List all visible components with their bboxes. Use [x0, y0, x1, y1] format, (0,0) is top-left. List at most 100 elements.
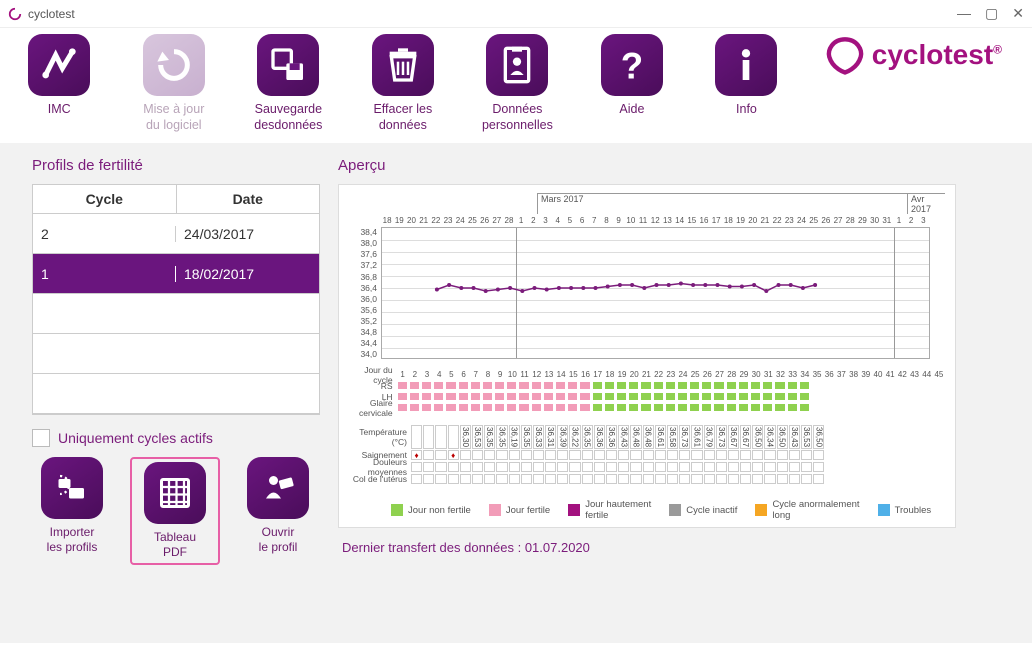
info-button[interactable]: Info [709, 34, 784, 118]
bleed-cell [777, 450, 788, 460]
bleed-cell [704, 450, 715, 460]
app-icon [8, 7, 22, 21]
minimize-button[interactable]: — [957, 5, 971, 22]
extra-row: Douleurs moyennes [349, 461, 945, 473]
temperature-row: Température (°C)36,3036,5336,3536,3536,1… [349, 425, 945, 449]
temp-cell: 36,48 [643, 425, 654, 449]
bleed-cell [423, 450, 434, 460]
temp-cell: 36,73 [679, 425, 690, 449]
bleed-cell [484, 450, 495, 460]
legend-item: Cycle inactif [669, 499, 737, 521]
temp-cell: 36,53 [801, 425, 812, 449]
bleed-cell [557, 450, 568, 460]
content: Profils de fertilité Cycle Date 224/03/2… [0, 143, 1032, 643]
temp-cell: 36,53 [472, 425, 483, 449]
temp-cell [435, 425, 446, 449]
indicator-label: Glaire cervicale [349, 398, 397, 418]
update-button: Mise à jourdu logiciel [137, 34, 212, 133]
update-label: Mise à jourdu logiciel [143, 102, 204, 133]
bleed-cell [569, 450, 580, 460]
pdf-wrapper: TableauPDF [130, 457, 220, 565]
temp-cell: 36,43 [789, 425, 800, 449]
bleed-cell [630, 450, 641, 460]
svg-text:?: ? [621, 45, 643, 85]
month-header: Mars 2017Avr 2017 [381, 193, 945, 214]
close-button[interactable]: ✕ [1012, 5, 1024, 22]
bleed-cell [533, 450, 544, 460]
legend-item: Troubles [878, 499, 932, 521]
profile-row[interactable]: 224/03/2017 [33, 214, 319, 254]
bleed-cell [716, 450, 727, 460]
delete-button[interactable]: Effacer lesdonnées [366, 34, 441, 133]
maximize-button[interactable]: ▢ [985, 5, 998, 22]
imc-label: IMC [48, 102, 71, 118]
temperature-label: Température (°C) [349, 427, 411, 447]
active-only-row: Uniquement cycles actifs [32, 429, 320, 447]
pdf-button[interactable]: TableauPDF [135, 462, 215, 560]
date-cell: 18/02/2017 [176, 266, 319, 282]
bleed-cell [801, 450, 812, 460]
bleeding-row: Saignement♦♦ [349, 449, 945, 461]
cycle-cell: 1 [33, 266, 176, 282]
temp-cell: 36,36 [594, 425, 605, 449]
import-button[interactable]: Importerles profils [32, 457, 112, 555]
legend-label: Jour non fertile [408, 505, 471, 516]
active-only-checkbox[interactable] [32, 429, 50, 447]
legend-item: Jour hautementfertile [568, 499, 651, 521]
bleed-cell [679, 450, 690, 460]
bleed-cell: ♦ [448, 450, 459, 460]
open-wrapper: Ouvrirle profil [238, 457, 318, 565]
temp-cell: 36,43 [618, 425, 629, 449]
chart-grid [381, 227, 930, 359]
delete-label: Effacer lesdonnées [373, 102, 432, 133]
legend-item: Jour non fertile [391, 499, 471, 521]
temp-cell: 36,31 [545, 425, 556, 449]
temp-cell: 36,48 [630, 425, 641, 449]
open-button[interactable]: Ouvrirle profil [238, 457, 318, 555]
bleed-cell [813, 450, 824, 460]
temp-cell: 36,22 [569, 425, 580, 449]
profile-row-empty [33, 334, 319, 374]
temp-cell: 36,35 [484, 425, 495, 449]
open-label: Ouvrirle profil [259, 525, 298, 555]
profile-table: Cycle Date 224/03/2017118/02/2017 [32, 184, 320, 415]
chart-area: 38,438,037,637,236,836,436,035,635,234,8… [349, 227, 945, 359]
imc-button[interactable]: IMC [22, 34, 97, 118]
bleed-cell [728, 450, 739, 460]
backup-button[interactable]: Sauvegardedesdonnées [251, 34, 326, 133]
month-label-1: Mars 2017 [537, 193, 907, 214]
temp-cell: 36,67 [740, 425, 751, 449]
personal-button[interactable]: Donnéespersonnelles [480, 34, 555, 133]
bleed-cell [521, 450, 532, 460]
temp-cell [423, 425, 434, 449]
bleed-cell [496, 450, 507, 460]
bleed-cell [509, 450, 520, 460]
month-label-2: Avr 2017 [907, 193, 945, 214]
active-only-label: Uniquement cycles actifs [58, 430, 213, 446]
bleed-cell [752, 450, 763, 460]
personal-label: Donnéespersonnelles [482, 102, 553, 133]
info-label: Info [736, 102, 757, 118]
profile-row[interactable]: 118/02/2017 [33, 254, 319, 294]
bleed-cell [691, 450, 702, 460]
temp-cell [411, 425, 422, 449]
y-axis: 38,438,037,637,236,836,436,035,635,234,8… [349, 227, 381, 359]
temp-cell: 36,33 [533, 425, 544, 449]
bleed-cell [582, 450, 593, 460]
legend-label: Jour hautementfertile [585, 499, 651, 521]
help-button[interactable]: ?Aide [595, 34, 670, 118]
transfer-text: Dernier transfert des données : 01.07.20… [342, 540, 1014, 555]
calendar-days: 1819202122232425262728123456789101112131… [381, 216, 945, 225]
profile-table-head: Cycle Date [33, 185, 319, 214]
temp-cell: 36,36 [606, 425, 617, 449]
indicator-cells [397, 403, 945, 412]
temperature-line [382, 228, 931, 360]
cycle-days: 1234567891011121314151617181920212223242… [397, 370, 945, 379]
bleed-cell [435, 450, 446, 460]
help-icon: ? [601, 34, 663, 96]
titlebar: cyclotest — ▢ ✕ [0, 0, 1032, 28]
temp-cell: 36,61 [691, 425, 702, 449]
temp-cell: 36,61 [655, 425, 666, 449]
profiles-title: Profils de fertilité [32, 157, 320, 174]
bleed-cell [472, 450, 483, 460]
